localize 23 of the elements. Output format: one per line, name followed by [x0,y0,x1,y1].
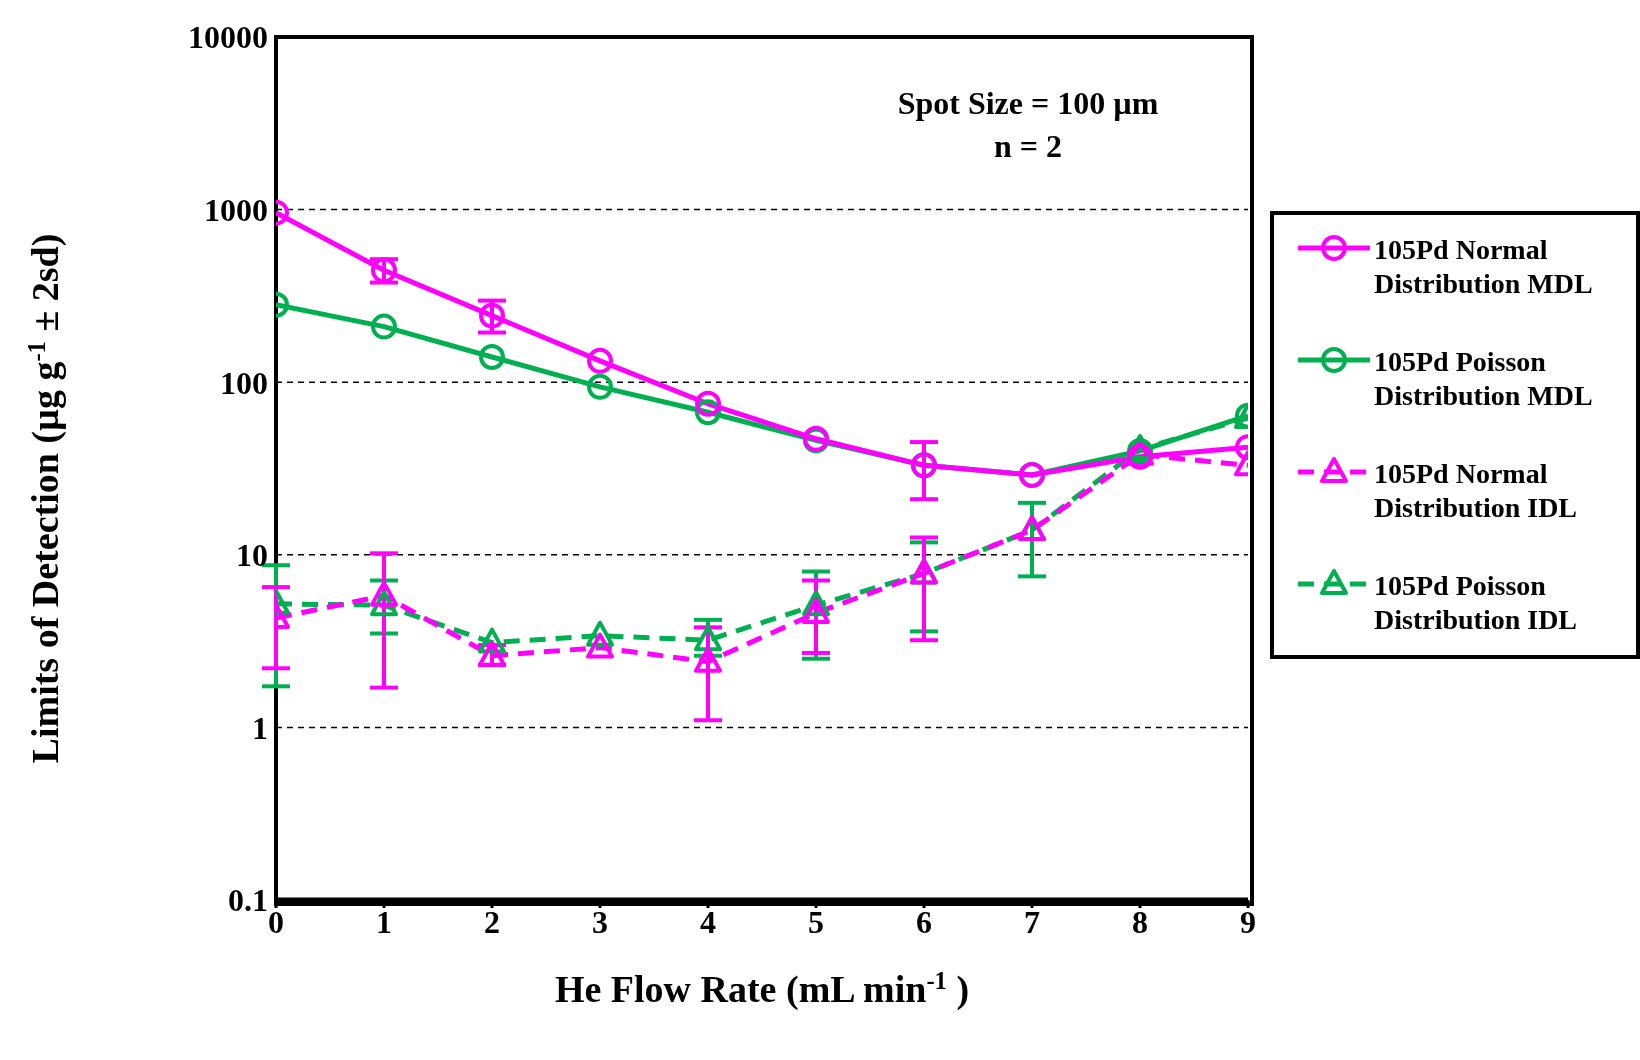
annotation: Spot Size = 100 µm [897,85,1159,121]
legend-label: 105Pd Poisson Distribution IDL [1374,569,1579,637]
x-tick-label: 8 [1132,903,1148,940]
x-tick-label: 5 [808,903,824,940]
legend-label: 105Pd Normal Distribution IDL [1374,457,1579,525]
annotation: n = 2 [993,128,1063,164]
y-tick-label: 0.1 [228,882,268,919]
y-tick-label: 1000 [204,191,268,228]
y-tick-label: 100 [220,364,268,401]
x-tick-label: 6 [916,903,932,940]
legend-label: 105Pd Poisson Distribution MDL [1374,345,1594,413]
y-tick-label: 10000 [188,19,268,56]
x-tick-label: 4 [700,903,716,940]
x-axis-title: He Flow Rate (mL min$^{-1}$) [554,966,970,1011]
x-tick-label: 3 [592,903,608,940]
x-tick-label: 2 [484,903,500,940]
x-tick-label: 7 [1024,903,1040,940]
y-tick-label: 10 [236,537,268,574]
x-tick-label: 1 [376,903,392,940]
legend-label: 105Pd Normal Distribution MDL [1374,233,1594,301]
x-tick-label: 0 [268,903,284,940]
x-tick-label: 9 [1240,903,1256,940]
y-tick-label: 1 [252,709,268,746]
